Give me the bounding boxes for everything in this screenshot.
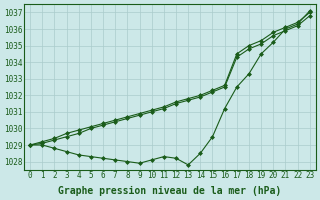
- X-axis label: Graphe pression niveau de la mer (hPa): Graphe pression niveau de la mer (hPa): [58, 186, 282, 196]
